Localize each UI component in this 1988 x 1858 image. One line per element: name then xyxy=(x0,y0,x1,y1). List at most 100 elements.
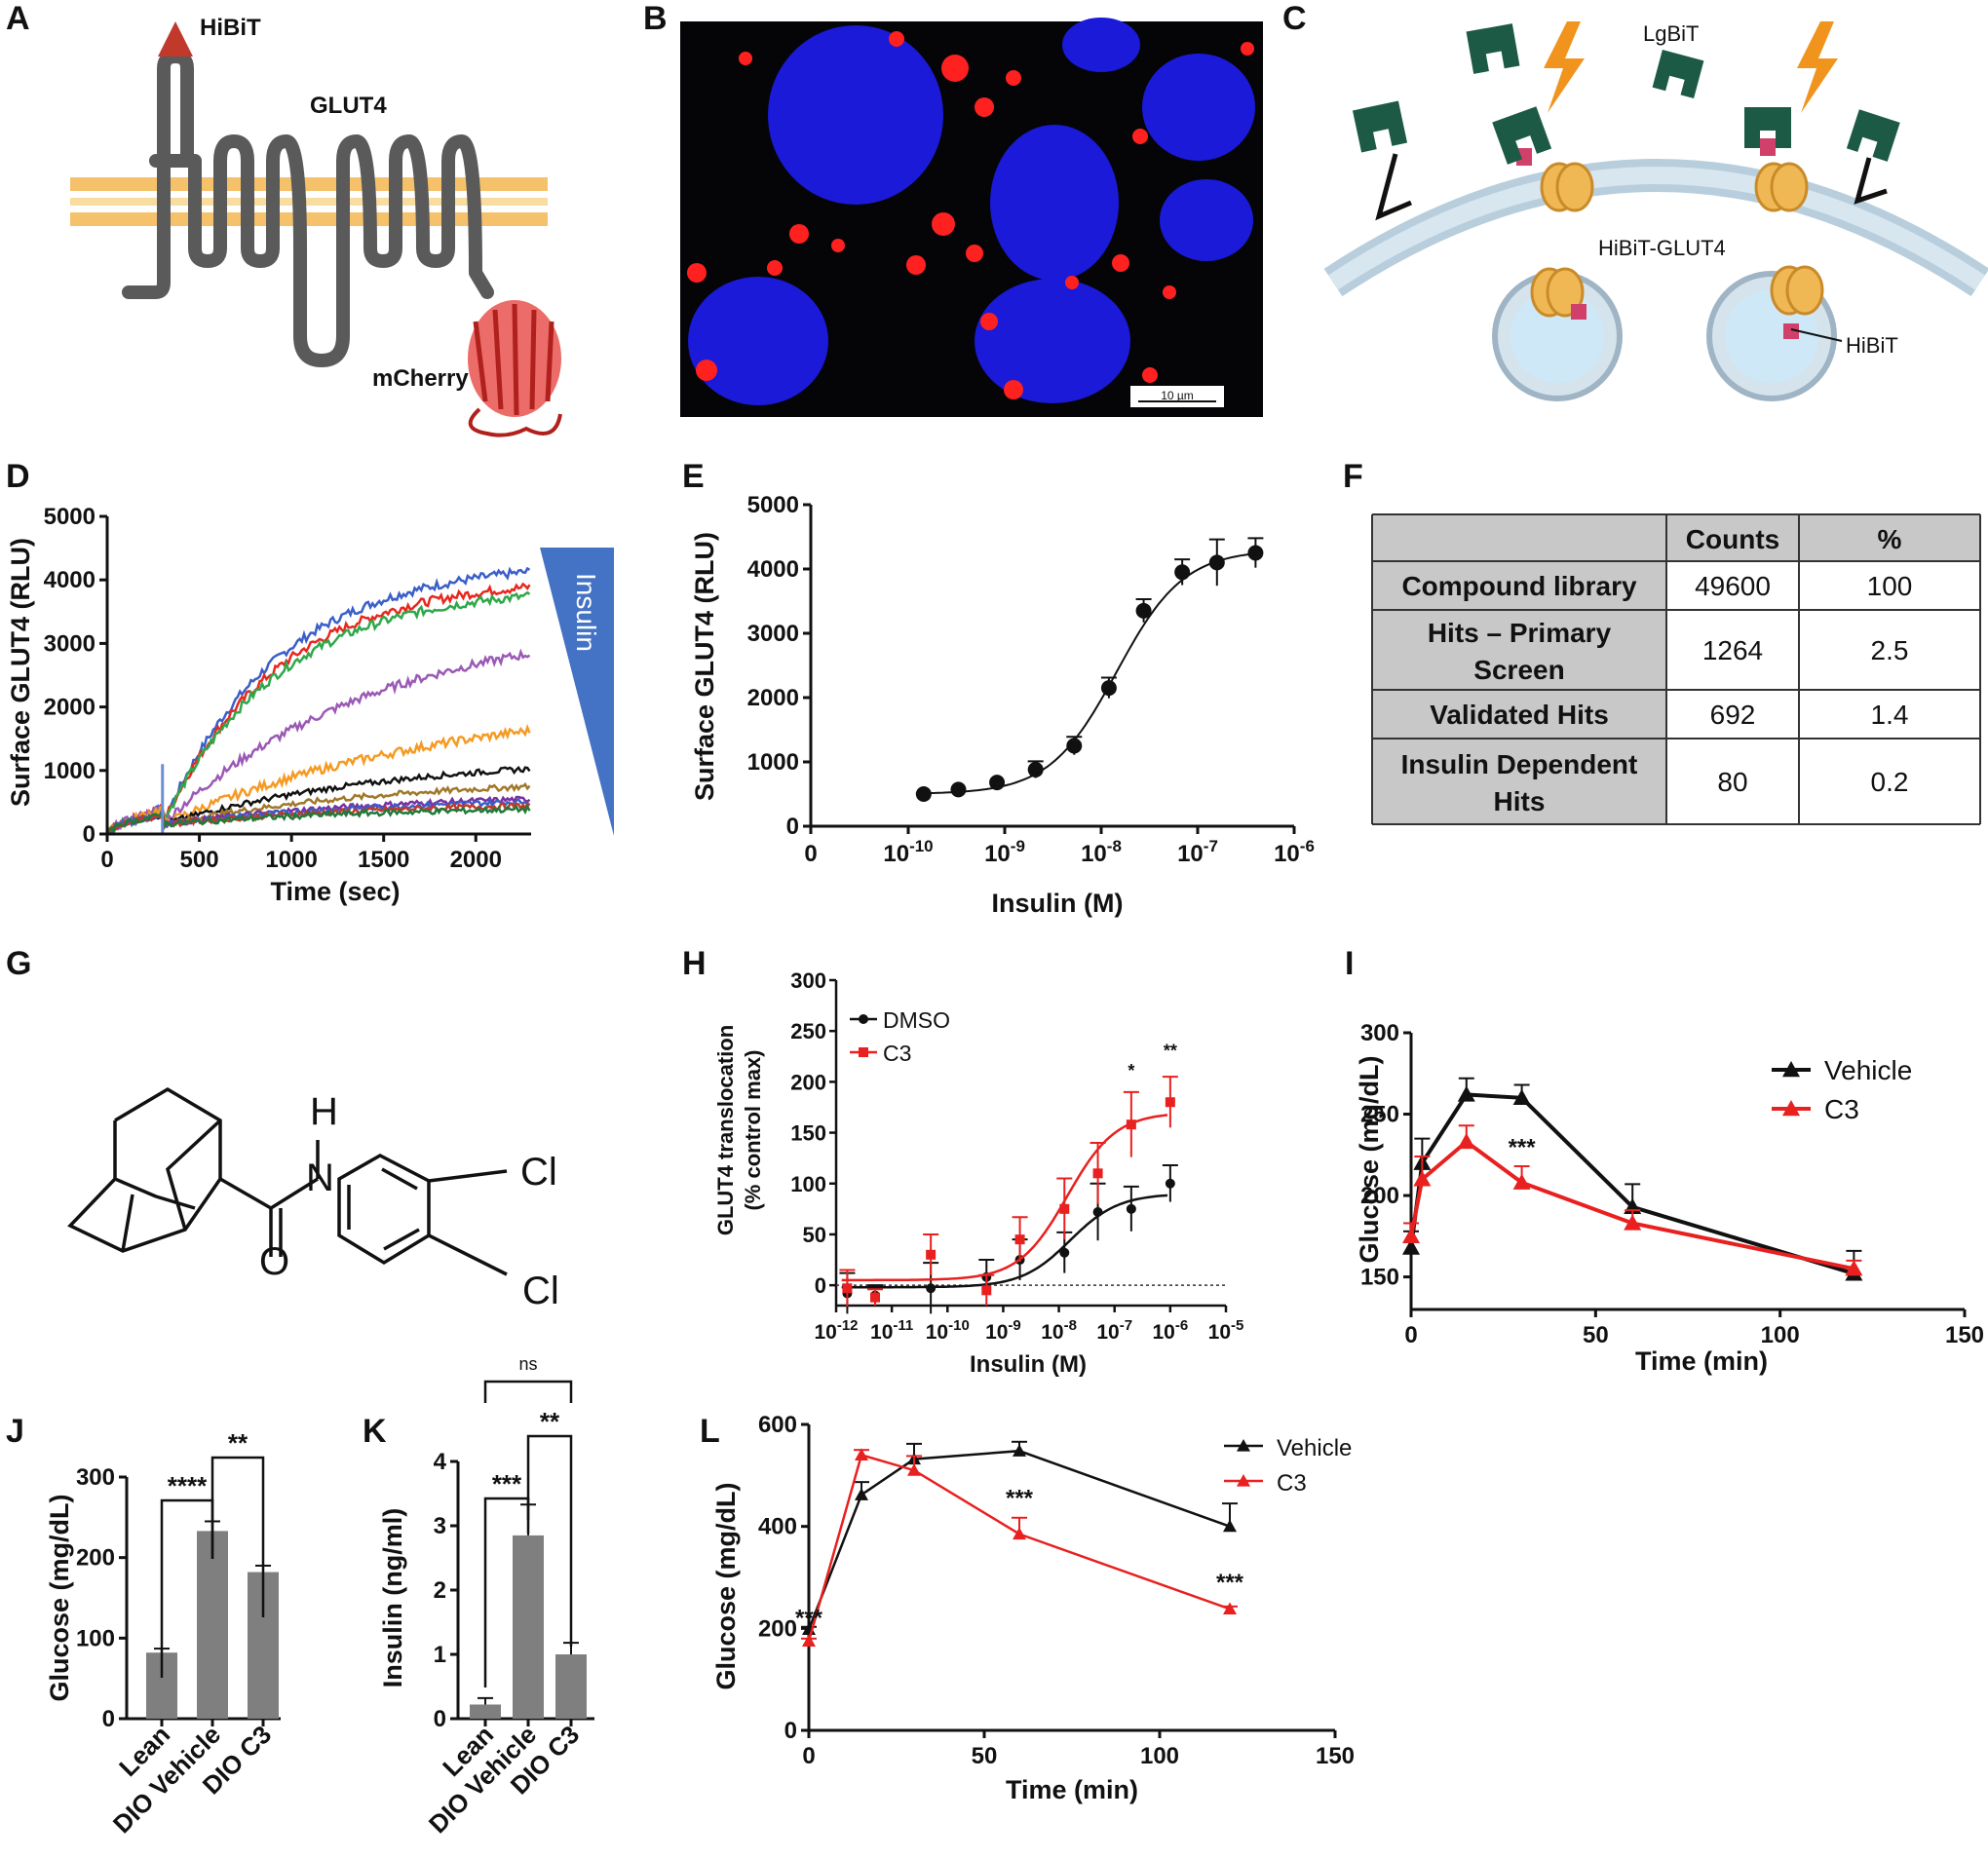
x-tick-label: 50 xyxy=(1583,1322,1609,1348)
chart-e-point-3 xyxy=(1027,761,1044,777)
table-cell-counts: 49600 xyxy=(1695,571,1771,601)
chart-i-point-c3-5 xyxy=(1845,1260,1863,1276)
chart-l-point-c3-3 xyxy=(1013,1527,1026,1540)
chart-i-point-c3-1 xyxy=(1413,1170,1432,1187)
chart-h-point-c3-4 xyxy=(1014,1234,1025,1245)
hibit-label: HiBiT xyxy=(200,15,261,41)
hibit-vesicle-label: HiBiT xyxy=(1846,333,1898,358)
chart-d-ylabel: Surface GLUT4 (RLU) xyxy=(6,538,35,807)
panel-label-h: H xyxy=(682,945,707,982)
legend-marker-vehicle xyxy=(1782,1061,1800,1078)
x-tick-label: 10-12 xyxy=(814,1317,858,1344)
x-tick-label: 0 xyxy=(804,841,817,867)
table-row-label-line2: Screen xyxy=(1473,655,1564,685)
chart-i-legend: Vehicle C3 xyxy=(1772,1055,1912,1124)
x-tick-label: 0 xyxy=(1404,1322,1417,1348)
chart-h-translocation: 0 50 100 150 200 250 300 10-12 10-11 10-10 10-9 10-… xyxy=(713,968,1243,1378)
chart-l-point-vehicle-4 xyxy=(1223,1519,1237,1533)
table-cell-counts: 1264 xyxy=(1702,635,1763,665)
chart-j-bracket-1 xyxy=(210,1456,265,1617)
chart-k-significance-1: ** xyxy=(540,1407,560,1436)
chart-l-legend: Vehicle C3 xyxy=(1224,1435,1352,1497)
chart-e-point-4 xyxy=(1066,738,1083,754)
chart-d-series-4 xyxy=(105,648,531,835)
x-tick-label: 10-5 xyxy=(1208,1317,1244,1344)
atom-n: N xyxy=(306,1157,334,1199)
chart-l-point-c3-2 xyxy=(907,1463,921,1476)
chart-l-ylabel: Glucose (mg/dL) xyxy=(711,1482,741,1689)
panel-label-b: B xyxy=(643,0,668,37)
chart-k-bar-0 xyxy=(470,1704,501,1719)
chart-j-bar-1 xyxy=(197,1531,228,1719)
legend-marker-c3 xyxy=(859,1047,868,1057)
y-tick-label: 1000 xyxy=(747,749,799,776)
chart-h-point-dmso-2 xyxy=(926,1283,937,1294)
x-tick-label: 10-6 xyxy=(1153,1317,1189,1344)
y-tick-label: 5000 xyxy=(44,504,96,530)
chart-e-ylabel: Surface GLUT4 (RLU) xyxy=(690,532,719,801)
chart-i-significance: *** xyxy=(1509,1134,1537,1160)
lgbit-icons xyxy=(1352,23,1900,165)
chart-k-bracket-2 xyxy=(483,1380,573,1403)
y-tick-label: 50 xyxy=(803,1223,826,1247)
chart-h-xlabel: Insulin (M) xyxy=(970,1351,1087,1378)
chart-h-point-c3-0 xyxy=(842,1283,853,1294)
legend-marker-vehicle xyxy=(1237,1439,1250,1452)
x-tick-label: 10-10 xyxy=(883,837,933,867)
legend-label-vehicle: Vehicle xyxy=(1277,1435,1352,1461)
atom-cl-3: Cl xyxy=(520,1151,557,1194)
y-tick-label: 200 xyxy=(76,1545,115,1572)
chart-i-ylabel: Glucose (mg/dL) xyxy=(1355,1055,1384,1263)
legend-marker-c3 xyxy=(1237,1474,1250,1487)
chart-h-point-c3-6 xyxy=(1092,1168,1103,1179)
chart-e-point-2 xyxy=(989,775,1006,791)
chart-k-bar-2 xyxy=(555,1654,587,1719)
y-tick-label: 2000 xyxy=(44,695,96,721)
x-tick-label: 1500 xyxy=(358,847,409,873)
table-header-bg xyxy=(1666,514,1980,561)
insulin-gradient-label: Insulin xyxy=(571,573,601,652)
chart-e-xlabel: Insulin (M) xyxy=(992,889,1124,918)
legend-label-vehicle: Vehicle xyxy=(1824,1055,1912,1085)
arrow-icons xyxy=(1375,153,1888,221)
chart-i-point-vehicle-2 xyxy=(1457,1085,1475,1102)
chart-e-point-7 xyxy=(1174,564,1191,581)
chart-h-significance: * xyxy=(1128,1061,1134,1081)
table-cell-pct: 1.4 xyxy=(1871,700,1909,730)
y-tick-label: 3000 xyxy=(44,630,96,657)
chart-d-axes: 0 1000 2000 3000 4000 5000 0 500 1000 1500 2000 xyxy=(44,504,531,873)
y-tick-label: 250 xyxy=(1360,1102,1399,1128)
y-tick-label: 600 xyxy=(758,1412,797,1438)
chart-e-point-0 xyxy=(915,786,932,802)
x-tick-label: 0 xyxy=(802,1743,815,1769)
legend-label-c3: C3 xyxy=(1824,1094,1859,1124)
panel-label-c: C xyxy=(1282,0,1307,37)
chart-l-axes: 0 200 400 600 0 50 100 150 xyxy=(758,1412,1355,1769)
chart-e-point-5 xyxy=(1100,680,1117,697)
chart-h-point-c3-7 xyxy=(1126,1119,1136,1130)
chart-e-plot xyxy=(915,537,1264,802)
chart-l-point-vehicle-1 xyxy=(855,1488,868,1500)
chart-l-point-c3-4 xyxy=(1223,1602,1237,1615)
table-label-column-bg xyxy=(1372,514,1666,824)
hibit-tag-squares xyxy=(1516,138,1799,339)
chart-i-line-c3 xyxy=(1409,1139,1854,1271)
scale-bar-label: 10 µm xyxy=(1161,389,1194,402)
panel-label-k: K xyxy=(363,1413,387,1450)
chart-h-plot: *** xyxy=(839,1041,1178,1314)
chart-l-xlabel: Time (min) xyxy=(1006,1775,1138,1804)
chart-e-fit-curve xyxy=(915,551,1260,795)
membrane-inner xyxy=(1328,167,1985,290)
panel-f-screening-table: Counts % Compound library 49600 100 Hits – Pr… xyxy=(1371,513,1981,825)
panel-label-i: I xyxy=(1345,945,1354,982)
chart-d-series-group xyxy=(105,566,531,837)
chart-l-point-c3-0 xyxy=(802,1634,816,1648)
chart-h-significance: ** xyxy=(1164,1041,1177,1060)
chart-l-point-vehicle-3 xyxy=(1013,1444,1026,1457)
chart-i-point-c3-2 xyxy=(1457,1132,1475,1150)
table-row-label-line2: Hits xyxy=(1494,786,1546,816)
chart-i-point-vehicle-0 xyxy=(1402,1238,1420,1255)
x-tick-label: 100 xyxy=(1140,1743,1179,1769)
